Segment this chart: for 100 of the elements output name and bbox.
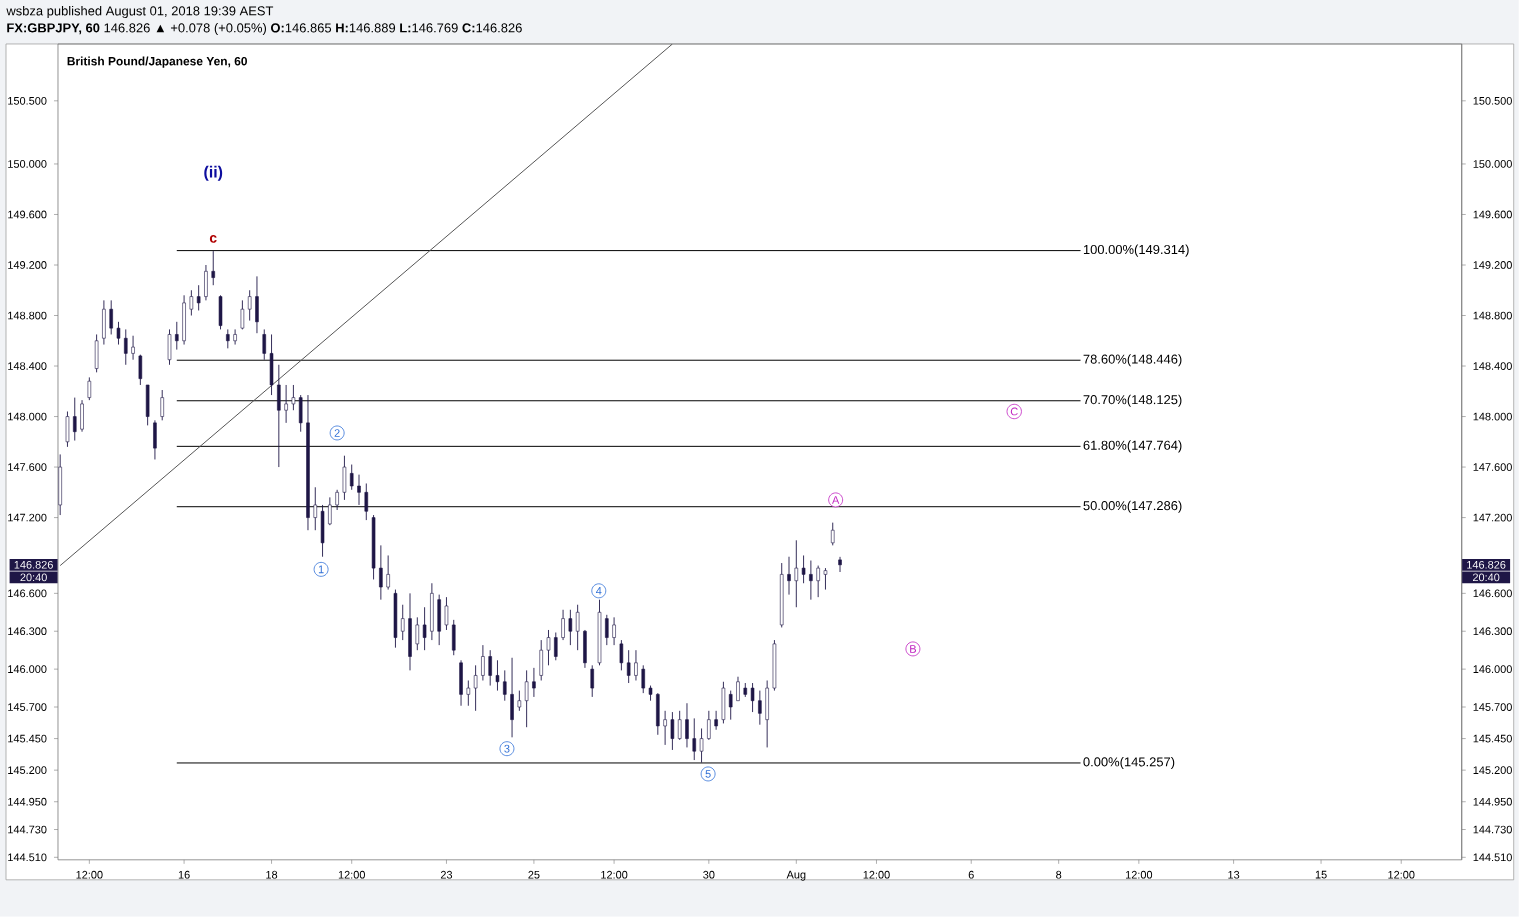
annotation: (ii) (204, 165, 223, 181)
candlestick (379, 545, 383, 601)
candlestick (335, 489, 339, 511)
candlestick (707, 710, 711, 741)
text: British Pound/Japanese Yen, 60 (67, 56, 247, 68)
candlestick (517, 690, 522, 712)
series-label: 100.00%(149.314) (1083, 244, 1189, 257)
candlestick (226, 329, 230, 349)
candlestick (794, 539, 799, 608)
candlestick (736, 676, 740, 702)
candlestick (116, 321, 121, 346)
text: 146.826 (14, 561, 53, 569)
series-label: 50.00%(147.286) (1083, 500, 1182, 513)
series-label: 61.80%(147.764) (1083, 440, 1182, 453)
y2-tick-label: 147.600 (1473, 463, 1512, 472)
candlestick (641, 664, 645, 694)
x-tick-label: 12:00 (76, 870, 103, 879)
candlestick (73, 397, 77, 442)
candlestick (175, 321, 179, 351)
x-tick-label: 30 (703, 870, 715, 879)
annotation: 4 (595, 587, 602, 595)
candlestick (422, 606, 427, 651)
annotation: A (832, 496, 840, 504)
candlestick (503, 670, 507, 702)
candlestick (532, 667, 536, 698)
candlestick (524, 670, 529, 728)
y-tick-label: 147.200 (8, 513, 47, 522)
y2-tick-label: 146.600 (1473, 589, 1512, 598)
y-tick-label: 146.600 (8, 589, 47, 598)
x-tick-label: 23 (440, 870, 453, 879)
y-tick-label: 150.500 (8, 97, 47, 105)
annotation: C (1010, 407, 1018, 416)
annotation: 3 (504, 744, 510, 753)
x-tick-label: 12:00 (338, 870, 365, 879)
candlestick (131, 335, 135, 361)
candlestick (262, 329, 267, 361)
y-tick-label: 149.200 (8, 261, 47, 269)
y2-tick-label: 149.600 (1473, 210, 1512, 219)
x-tick-label: 25 (528, 870, 540, 879)
y2-tick-label: 145.450 (1473, 734, 1512, 743)
x-tick-label: 18 (266, 870, 278, 879)
annotation: 2 (334, 429, 340, 437)
candlestick (473, 664, 478, 712)
candlestick (758, 690, 762, 726)
x-tick-label: 6 (968, 870, 974, 879)
candlestick (386, 555, 390, 591)
candlestick (575, 604, 580, 651)
x-tick-label: 12:00 (863, 870, 890, 879)
candlestick (211, 250, 215, 286)
series-label: 78.60%(148.446) (1083, 354, 1182, 367)
y2-tick-label: 146.000 (1473, 665, 1512, 674)
candlestick (481, 644, 485, 682)
candlestick (590, 664, 594, 698)
y2-tick-label: 150.500 (1473, 97, 1512, 105)
candlestick (495, 659, 500, 692)
candlestick (692, 718, 697, 761)
text: 146.826 (1467, 561, 1506, 569)
annotation: 1 (318, 565, 324, 574)
y-tick-label: 145.450 (8, 734, 47, 743)
candlestick (816, 565, 820, 598)
candlestick (364, 483, 369, 521)
candlestick (561, 609, 565, 641)
text: 20:40 (20, 573, 47, 582)
candlestick (728, 690, 733, 721)
y2-tick-label: 147.200 (1473, 513, 1512, 522)
candlestick (838, 556, 842, 573)
y2-tick-label: 148.400 (1473, 362, 1512, 370)
candlestick (699, 728, 704, 764)
x-tick-label: 8 (1056, 870, 1062, 879)
candlestick (247, 289, 252, 322)
y2-tick-label: 148.800 (1473, 311, 1512, 320)
candlestick (568, 609, 573, 646)
x-tick-label: 12:00 (1388, 870, 1415, 879)
candlestick (830, 522, 835, 546)
y2-tick-label: 149.200 (1473, 261, 1512, 269)
x-tick-label: 12:00 (601, 870, 628, 879)
candlestick (685, 702, 689, 748)
candlestick (714, 710, 718, 731)
y2-tick-label: 144.950 (1473, 797, 1512, 806)
series-label: 0.00%(145.257) (1083, 757, 1175, 770)
candlestick (677, 710, 682, 741)
candlestick (196, 284, 201, 311)
y-tick-label: 149.600 (8, 210, 47, 219)
text: 20:40 (1472, 573, 1500, 582)
y-tick-label: 147.600 (8, 463, 47, 472)
candlestick (189, 289, 194, 317)
candlestick (400, 604, 405, 641)
candlestick (124, 329, 128, 366)
candlestick (670, 711, 675, 751)
candlestick (823, 567, 828, 591)
x-tick-label: 13 (1228, 870, 1240, 879)
y-tick-label: 145.200 (8, 766, 47, 775)
candlestick (626, 649, 631, 684)
candlestick (787, 556, 791, 596)
candlestick (357, 474, 361, 506)
y-tick-label: 148.000 (8, 412, 47, 421)
candlestick (634, 649, 638, 682)
candlestick (444, 596, 449, 631)
candlestick (87, 377, 92, 401)
candlestick (663, 710, 667, 746)
